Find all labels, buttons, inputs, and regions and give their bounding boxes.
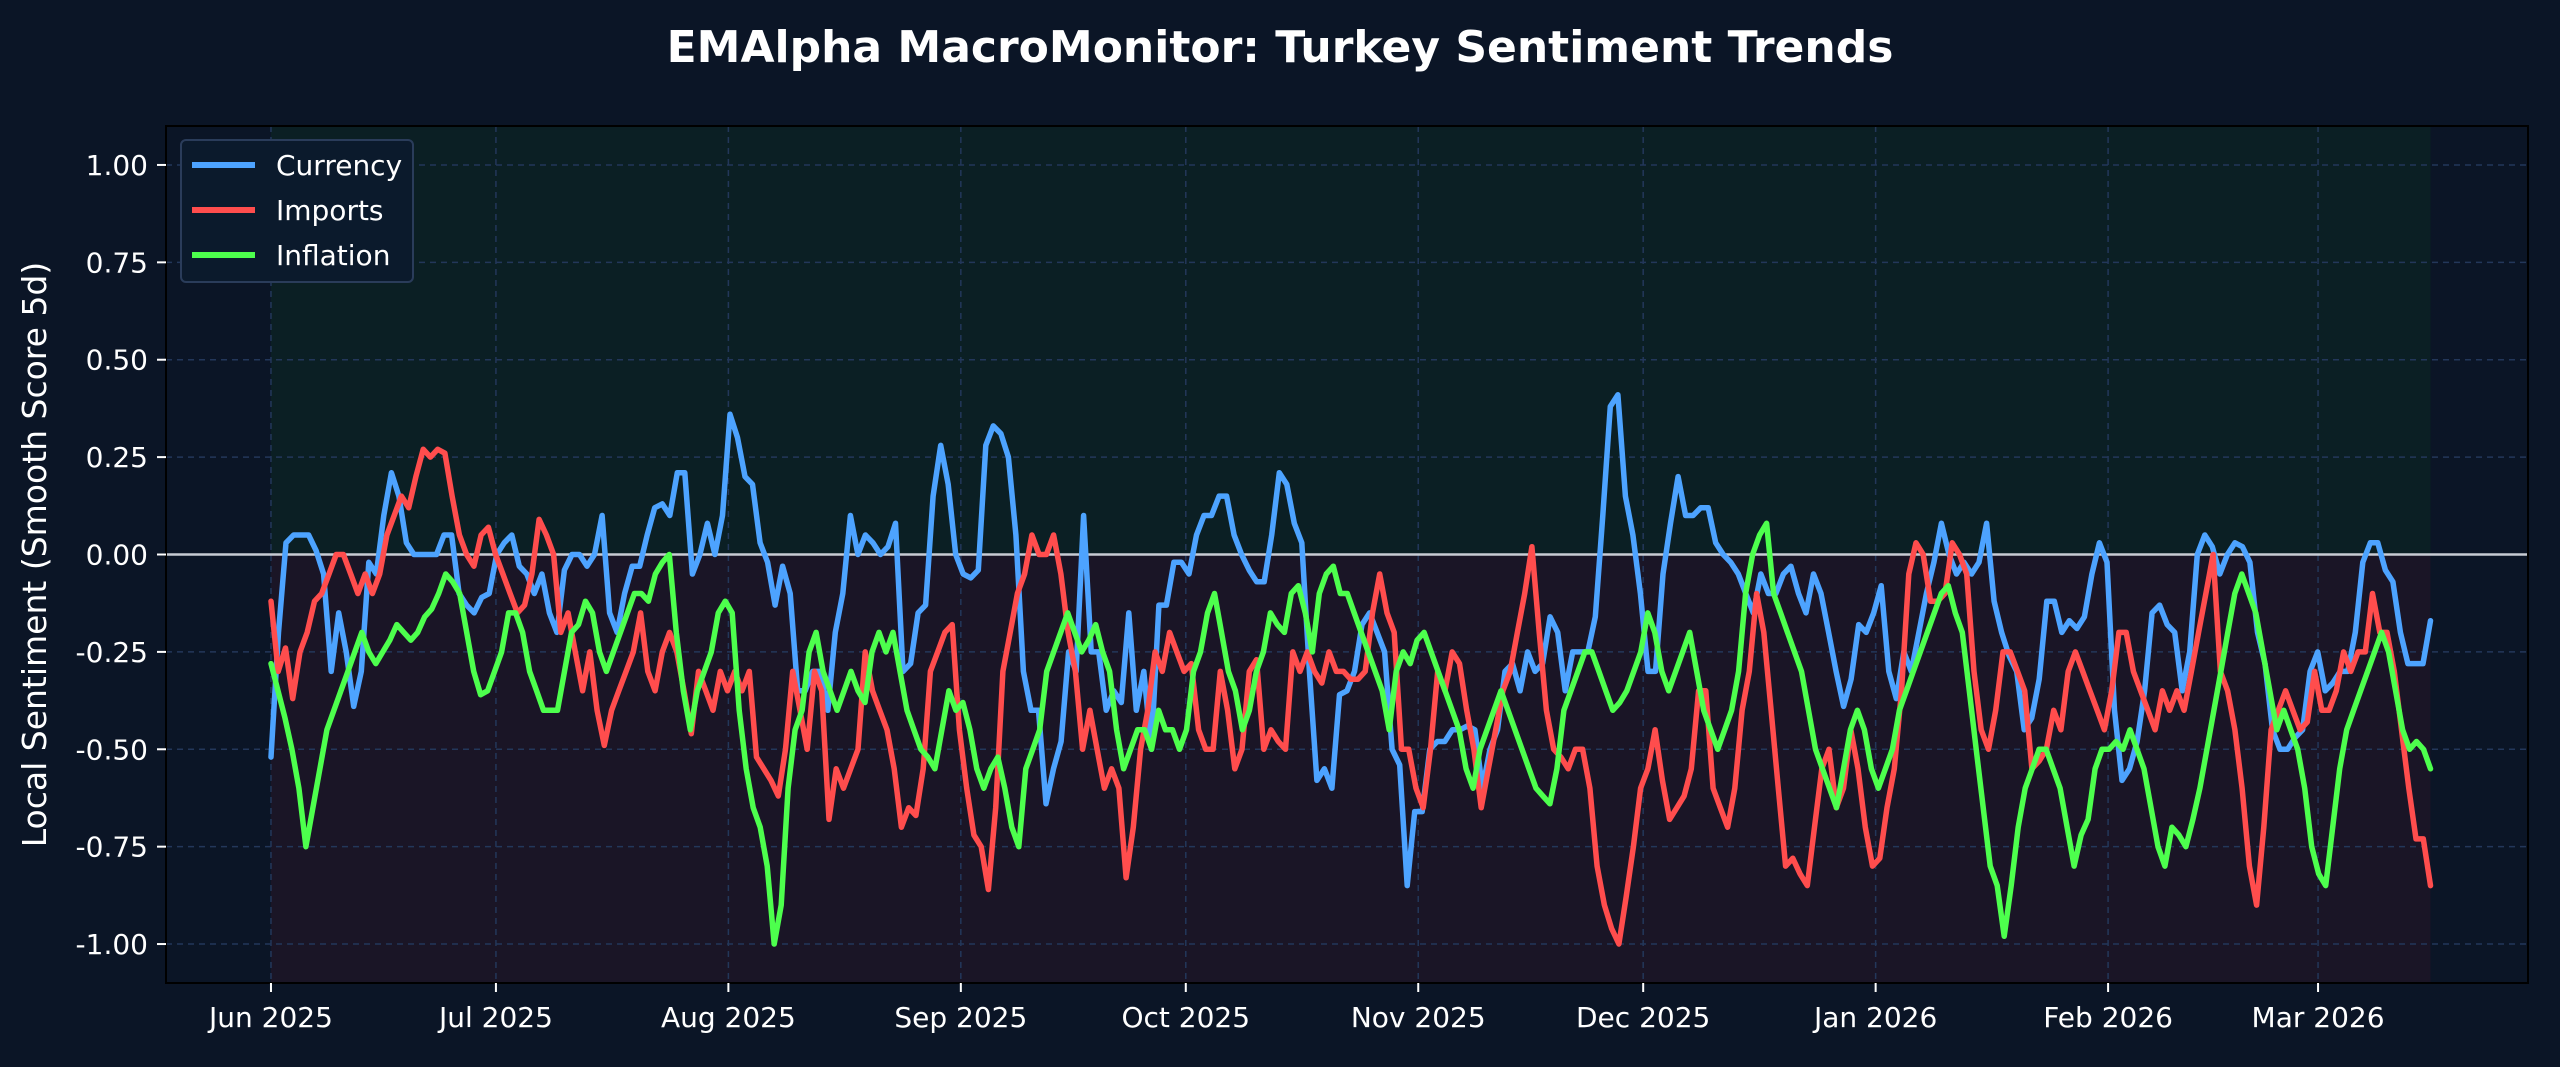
y-tick-label: -0.75	[76, 831, 148, 864]
x-tick-label: Dec 2025	[1576, 1001, 1710, 1034]
y-tick-label: 0.25	[86, 441, 148, 474]
y-tick-label: 0.00	[86, 539, 148, 572]
x-tick-label: Aug 2025	[661, 1001, 796, 1034]
chart-title: EMAlpha MacroMonitor: Turkey Sentiment T…	[667, 22, 1894, 73]
y-axis-ticks: 1.00 0.75 0.50 0.25 0.00 -0.25 -0.50 -0.75 -1.00	[76, 149, 166, 961]
legend-box	[180, 139, 414, 283]
x-tick-label: Jan 2026	[1812, 1001, 1937, 1034]
x-tick-label: Mar 2026	[2252, 1001, 2385, 1034]
x-tick-label: Oct 2025	[1121, 1001, 1250, 1034]
series-line-imports	[268, 446, 2434, 947]
y-tick-label: 0.75	[86, 246, 148, 279]
y-tick-label: -0.25	[76, 636, 148, 669]
chart-legend: Currency Imports Inflation	[180, 139, 414, 283]
legend-label-inflation: Inflation	[276, 239, 390, 272]
series-lines	[268, 392, 2434, 947]
y-axis-label: Local Sentiment (Smooth Score 5d)	[15, 262, 54, 848]
y-tick-label: -0.50	[76, 733, 148, 766]
x-axis-ticks: Jun 2025 Jul 2025 Aug 2025 Sep 2025 Oct 2025…	[207, 983, 2385, 1034]
positive-zone-shade	[270, 126, 2431, 555]
legend-label-currency: Currency	[276, 149, 402, 182]
x-tick-label: Sep 2025	[894, 1001, 1027, 1034]
legend-label-imports: Imports	[276, 194, 384, 227]
y-tick-label: 0.50	[86, 344, 148, 377]
y-tick-label: 1.00	[86, 149, 148, 182]
x-tick-label: Jun 2025	[207, 1001, 333, 1034]
series-line-inflation	[268, 520, 2434, 947]
x-tick-label: Nov 2025	[1351, 1001, 1486, 1034]
x-tick-label: Jul 2025	[437, 1001, 553, 1034]
x-tick-label: Feb 2026	[2043, 1001, 2173, 1034]
y-tick-label: -1.00	[76, 928, 148, 961]
